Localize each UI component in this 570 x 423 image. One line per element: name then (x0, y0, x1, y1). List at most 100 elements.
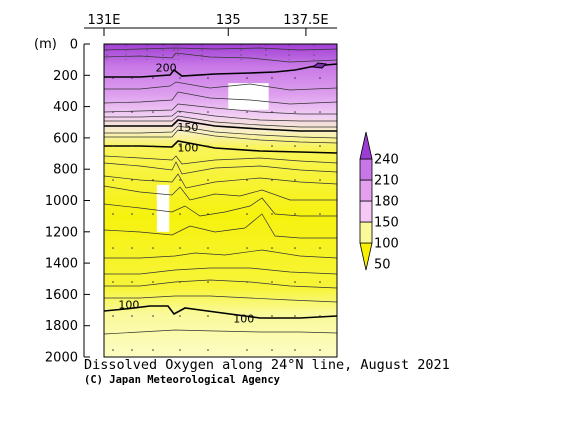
sample-dot (131, 281, 133, 283)
sample-dot (152, 281, 154, 283)
y-tick-label: 1400 (45, 257, 78, 272)
sample-dot (319, 213, 321, 215)
sample-dot (131, 77, 133, 79)
contour-lines (104, 47, 337, 335)
sample-dot (179, 281, 181, 283)
y-tick-label: 200 (53, 69, 78, 84)
sample-dot (319, 77, 321, 79)
sample-dot (319, 179, 321, 181)
y-tick-label: 1200 (45, 225, 78, 240)
y-axis: 0 200 400 600 800 1000 1200 1400 1600 1800 2000 (m… (34, 37, 90, 366)
contour-line (104, 125, 337, 139)
sample-dot (152, 145, 154, 147)
sample-dots (112, 77, 321, 351)
y-tick-label: 400 (53, 100, 78, 115)
colorbar-label: 180 (374, 195, 399, 210)
colorbar: 240 210 180 150 100 50 (359, 131, 399, 273)
sample-dot (152, 349, 154, 351)
sample-dot (179, 111, 181, 113)
sample-dot (271, 179, 273, 181)
sample-dot (179, 315, 181, 317)
contour-line (104, 197, 337, 217)
contour-150 (104, 119, 337, 132)
colorbar-label: 240 (374, 153, 399, 168)
sample-dot (131, 247, 133, 249)
sample-dot (246, 281, 248, 283)
sample-dot (246, 213, 248, 215)
contour-line (104, 213, 337, 239)
sample-dot (179, 213, 181, 215)
sample-dot (271, 77, 273, 79)
sample-dot (207, 315, 209, 317)
sample-dot (294, 145, 296, 147)
y-axis-unit: (m) (34, 37, 57, 52)
sample-dot (319, 111, 321, 113)
section-field (104, 44, 337, 357)
oxygen-eddy-contour (311, 62, 328, 69)
sample-dot (319, 349, 321, 351)
sample-dot (152, 247, 154, 249)
x-tick-label: 137.5E (283, 13, 328, 28)
sample-dot (207, 349, 209, 351)
missing-data-region (228, 83, 269, 110)
sample-dot (294, 111, 296, 113)
y-axis-ticks: 0 200 400 600 800 1000 1200 1400 1600 1800 2000 (45, 38, 90, 366)
contour-line (104, 295, 337, 303)
sample-dot (112, 111, 114, 113)
sample-dot (207, 247, 209, 249)
colorbar-label: 210 (374, 174, 399, 189)
sample-dot (112, 315, 114, 317)
x-axis-ticks: 131E 135 137.5E (87, 13, 329, 36)
sample-dot (319, 247, 321, 249)
contour-label: 200 (156, 61, 177, 74)
sample-dot (271, 111, 273, 113)
sample-dot (179, 179, 181, 181)
sample-dot (207, 281, 209, 283)
contour-line (104, 267, 337, 275)
sample-dot (179, 77, 181, 79)
colorbar-segment (359, 242, 373, 271)
sample-dot (246, 247, 248, 249)
sample-dot (207, 179, 209, 181)
missing-data-region (156, 184, 170, 232)
x-tick-label: 135 (216, 13, 241, 28)
contour-line (104, 185, 337, 201)
sample-dot (246, 77, 248, 79)
sample-dot (179, 349, 181, 351)
sample-dot (131, 111, 133, 113)
sample-dot (179, 145, 181, 147)
sample-dot (294, 281, 296, 283)
sample-dot (294, 179, 296, 181)
contour-line (104, 91, 337, 105)
sample-dot (294, 77, 296, 79)
y-tick-label: 1000 (45, 194, 78, 209)
sample-dot (207, 111, 209, 113)
contour-line (104, 115, 337, 128)
sample-dot (112, 77, 114, 79)
contour-label: 100 (118, 299, 139, 312)
contour-line (104, 173, 337, 189)
x-axis: 131E 135 137.5E (84, 13, 337, 36)
sample-dot (131, 179, 133, 181)
sample-dot (271, 247, 273, 249)
bold-contour-lines (104, 63, 337, 319)
sample-dot (131, 349, 133, 351)
contour-line (104, 52, 337, 63)
contour-line (104, 155, 337, 165)
sample-dot (246, 315, 248, 317)
contour-label: 100 (177, 141, 198, 154)
colorbar-segment (359, 221, 373, 244)
sample-dot (112, 179, 114, 181)
contour-line (104, 103, 337, 115)
sample-dot (319, 315, 321, 317)
sample-dot (131, 315, 133, 317)
sample-dot (112, 213, 114, 215)
y-tick-label: 2000 (45, 351, 78, 366)
colorbar-label: 50 (374, 258, 391, 273)
sample-dot (207, 213, 209, 215)
sample-dot (152, 315, 154, 317)
sample-dot (294, 247, 296, 249)
contour-label: 100 (233, 313, 254, 326)
sample-dot (112, 247, 114, 249)
